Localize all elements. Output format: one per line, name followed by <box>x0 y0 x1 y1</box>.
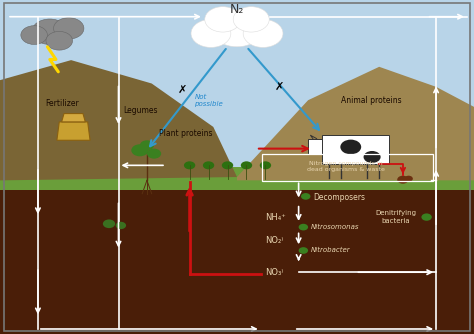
Text: Not
possible: Not possible <box>194 94 223 107</box>
Circle shape <box>299 224 308 230</box>
Circle shape <box>191 19 231 47</box>
Text: ✗: ✗ <box>275 82 284 92</box>
Circle shape <box>340 140 361 154</box>
Text: NH₄⁺: NH₄⁺ <box>265 213 286 221</box>
Circle shape <box>421 213 432 221</box>
Circle shape <box>21 26 47 44</box>
Circle shape <box>116 222 126 229</box>
Circle shape <box>203 161 214 169</box>
Polygon shape <box>62 114 85 122</box>
Circle shape <box>222 161 233 169</box>
Text: NO₂⁾: NO₂⁾ <box>265 236 284 245</box>
Circle shape <box>32 19 68 44</box>
Text: Nitrogen compounds in
dead organisms & waste: Nitrogen compounds in dead organisms & w… <box>307 161 385 172</box>
Text: Fertilizer: Fertilizer <box>45 99 79 108</box>
Text: Animal proteins: Animal proteins <box>341 96 402 105</box>
Polygon shape <box>308 139 322 154</box>
Text: ✗: ✗ <box>178 85 187 95</box>
Circle shape <box>184 161 195 169</box>
Circle shape <box>46 31 73 50</box>
Circle shape <box>397 176 409 184</box>
Circle shape <box>131 144 148 156</box>
Circle shape <box>147 149 161 159</box>
Text: Nitrosomonas: Nitrosomonas <box>310 224 359 230</box>
Text: Plant proteins: Plant proteins <box>159 129 212 138</box>
Circle shape <box>243 19 283 47</box>
Circle shape <box>241 161 252 169</box>
Circle shape <box>233 7 269 32</box>
Bar <box>0 180 474 334</box>
Text: Nitrobacter: Nitrobacter <box>310 247 350 254</box>
Circle shape <box>205 7 241 32</box>
Circle shape <box>404 176 413 182</box>
Text: Legumes: Legumes <box>123 106 158 115</box>
Circle shape <box>103 219 115 228</box>
Text: N₂: N₂ <box>230 3 244 16</box>
Text: Denitrifying
bacteria: Denitrifying bacteria <box>375 210 416 224</box>
Text: NO₃⁾: NO₃⁾ <box>265 268 284 277</box>
Circle shape <box>301 193 310 200</box>
Circle shape <box>140 140 154 150</box>
Polygon shape <box>322 135 389 164</box>
Polygon shape <box>0 60 237 180</box>
Circle shape <box>211 10 263 47</box>
Circle shape <box>364 151 381 163</box>
Circle shape <box>54 18 84 39</box>
Polygon shape <box>57 122 90 140</box>
Text: Decomposers: Decomposers <box>313 193 365 201</box>
Polygon shape <box>237 67 474 180</box>
Bar <box>0 167 474 190</box>
Circle shape <box>299 247 308 254</box>
Circle shape <box>260 161 271 169</box>
